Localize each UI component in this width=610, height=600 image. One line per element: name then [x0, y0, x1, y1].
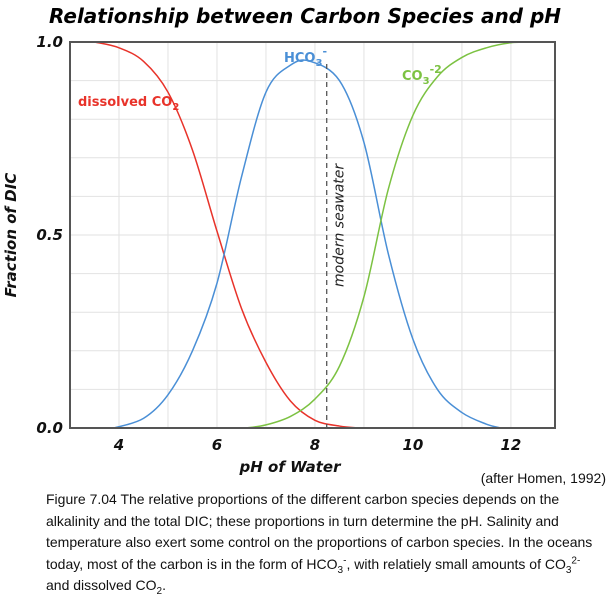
figure-caption: Figure 7.04 The relative proportions of …: [46, 489, 606, 597]
series-labels: dissolved CO2 HCO3- CO3-2: [78, 45, 442, 113]
caption-text: , with relatiely small amounts of CO: [346, 555, 566, 572]
source-credit: (after Homen, 1992): [480, 470, 606, 486]
series-label: HCO3-: [284, 45, 327, 69]
y-axis-title: Fraction of DIC: [2, 173, 20, 298]
grid: [69, 42, 555, 428]
series-label: dissolved CO2: [78, 95, 179, 113]
tick-labels: 4 6 8 10 12 0.0 0.5 1.0: [36, 33, 521, 454]
series-line: [94, 41, 360, 429]
caption-sub: 3: [337, 564, 344, 576]
x-tick-label: 4: [113, 436, 124, 454]
caption-text: and dissolved CO: [46, 577, 157, 593]
x-axis-title: pH of Water: [239, 458, 343, 476]
y-tick-label: 1.0: [36, 33, 63, 51]
series-line: [246, 41, 536, 429]
caption-sub: 3: [565, 564, 572, 576]
caption-sup: -: [343, 554, 347, 566]
x-tick-label: 6: [212, 436, 222, 454]
y-tick-label: 0.0: [36, 419, 63, 437]
caption-text: Figure 7.04 The relative proportions of …: [46, 491, 593, 572]
x-tick-label: 10: [402, 436, 423, 454]
series-label: CO3-2: [402, 63, 442, 87]
curves: [94, 41, 536, 429]
x-tick-label: 8: [310, 436, 320, 454]
seawater-label: modern seawater: [332, 163, 348, 287]
plot-frame: [69, 41, 556, 429]
series-line: [113, 59, 502, 429]
caption-sup: 2-: [571, 554, 581, 566]
x-tick-label: 12: [500, 436, 521, 454]
y-tick-label: 0.5: [36, 226, 63, 244]
chart: Relationship between Carbon Species and …: [2, 4, 561, 476]
chart-title: Relationship between Carbon Species and …: [49, 4, 561, 28]
caption-text: .: [162, 577, 166, 593]
caption-sub: 2: [156, 585, 163, 597]
